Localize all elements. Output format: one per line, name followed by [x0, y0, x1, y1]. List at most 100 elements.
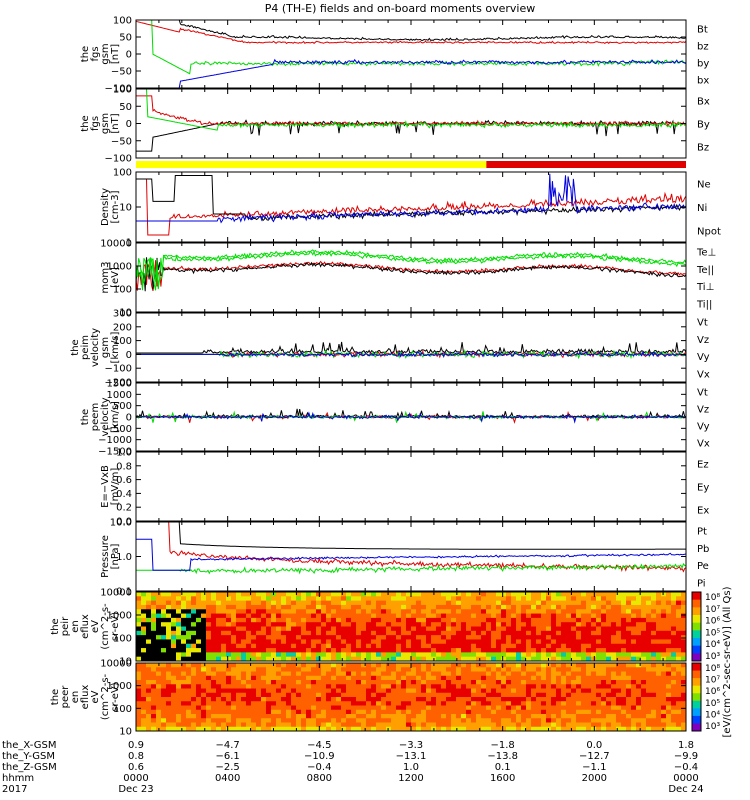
heatmap-cell	[391, 630, 397, 636]
heatmap-cell	[206, 630, 212, 636]
heatmap-cell	[371, 592, 377, 597]
heatmap-cell	[416, 648, 422, 653]
heatmap-cell	[466, 609, 472, 615]
heatmap-cell	[211, 600, 217, 606]
heatmap-cell	[171, 692, 177, 698]
heatmap-cell	[666, 626, 672, 632]
heatmap-cell	[531, 709, 537, 715]
heatmap-cell	[621, 613, 627, 619]
heatmap-cell	[211, 617, 217, 623]
heatmap-cell	[351, 726, 357, 731]
heatmap-cell	[416, 718, 422, 724]
heatmap-cell	[501, 648, 507, 653]
heatmap-cell	[241, 718, 247, 724]
heatmap-cell	[386, 600, 392, 606]
heatmap-cell	[501, 604, 507, 610]
heatmap-cell	[531, 622, 537, 628]
heatmap-cell	[311, 714, 317, 719]
heatmap-cell	[406, 604, 412, 610]
heatmap-cell	[416, 656, 422, 661]
heatmap-cell	[266, 705, 272, 711]
heatmap-cell	[566, 652, 572, 658]
heatmap-cell	[416, 604, 422, 610]
heatmap-cell	[636, 639, 642, 645]
heatmap-cell	[521, 667, 527, 673]
heatmap-cell	[141, 671, 147, 677]
heatmap-cell	[481, 639, 487, 645]
heatmap-cell	[371, 667, 377, 673]
heatmap-cell	[536, 630, 542, 636]
heatmap-cell	[611, 596, 617, 602]
heatmap-cell	[536, 684, 542, 690]
heatmap-cell	[501, 718, 507, 724]
heatmap-cell	[681, 680, 686, 685]
heatmap-cell	[301, 667, 307, 673]
heatmap-cell	[586, 671, 592, 677]
heatmap-cell	[636, 652, 642, 658]
heatmap-cell	[276, 656, 282, 661]
heatmap-cell	[561, 718, 567, 724]
heatmap-cell	[251, 630, 257, 636]
series-line	[136, 178, 686, 236]
heatmap-cell	[536, 592, 542, 597]
heatmap-cell	[476, 692, 482, 698]
heatmap-cell	[491, 609, 497, 615]
heatmap-cell	[531, 663, 537, 668]
heatmap-cell	[336, 709, 342, 715]
heatmap-cell	[456, 613, 462, 619]
heatmap-cell	[381, 667, 387, 673]
heatmap-cell	[206, 718, 212, 724]
heatmap-cell	[336, 718, 342, 724]
heatmap-cell	[156, 697, 162, 702]
heatmap-cell	[376, 643, 382, 649]
heatmap-cell	[591, 600, 597, 606]
heatmap-cell	[156, 652, 162, 658]
heatmap-cell	[581, 626, 587, 632]
heatmap-cell	[636, 617, 642, 623]
heatmap-cell	[466, 630, 472, 636]
y-tick-label: 0.2	[116, 503, 132, 514]
heatmap-cell	[561, 692, 567, 698]
heatmap-cell	[411, 671, 417, 677]
heatmap-cell	[436, 667, 442, 673]
heatmap-cell	[546, 613, 552, 619]
heatmap-cell	[481, 652, 487, 658]
heatmap-cell	[186, 718, 192, 724]
heatmap-cell	[391, 592, 397, 597]
heatmap-cell	[481, 643, 487, 649]
heatmap-cell	[211, 613, 217, 619]
heatmap-cell	[361, 639, 367, 645]
heatmap-cell	[271, 701, 277, 707]
heatmap-cell	[676, 626, 682, 632]
heatmap-cell	[251, 667, 257, 673]
heatmap-cell	[141, 617, 147, 623]
heatmap-cell	[361, 667, 367, 673]
heatmap-cell	[456, 697, 462, 702]
heatmap-cell	[591, 626, 597, 632]
heatmap-cell	[651, 718, 657, 724]
heatmap-cell	[666, 639, 672, 645]
heatmap-cell	[426, 701, 432, 707]
heatmap-cell	[531, 604, 537, 610]
heatmap-cell	[441, 656, 447, 661]
heatmap-cell	[241, 671, 247, 677]
heatmap-cell	[256, 714, 262, 719]
heatmap-cell	[331, 609, 337, 615]
heatmap-cell	[176, 722, 182, 728]
heatmap-cell	[576, 667, 582, 673]
heatmap-cell	[671, 701, 677, 707]
heatmap-cell	[191, 635, 197, 641]
panel-peer_eflux: 10⁸10⁷10⁶10⁵10⁴10³10000100010010thepeere…	[50, 659, 720, 738]
heatmap-cell	[511, 596, 517, 602]
heatmap-cell	[171, 675, 177, 681]
heatmap-cell	[606, 692, 612, 698]
heatmap-cell	[406, 726, 412, 731]
heatmap-cell	[251, 709, 257, 715]
heatmap-cell	[486, 680, 492, 685]
y-axis-label-line: (cm^2-s-	[100, 673, 111, 720]
heatmap-cell	[431, 630, 437, 636]
heatmap-cell	[526, 722, 532, 728]
heatmap-cell	[381, 722, 387, 728]
heatmap-cell	[216, 714, 222, 719]
heatmap-cell	[651, 705, 657, 711]
